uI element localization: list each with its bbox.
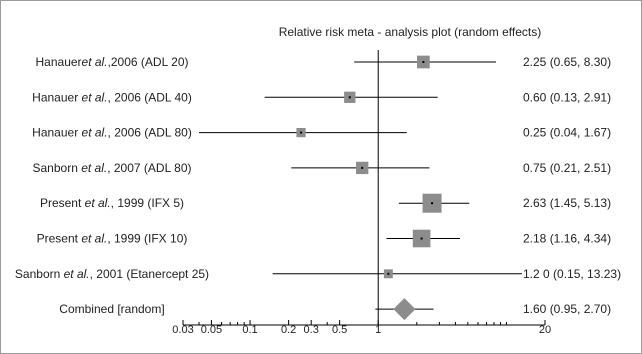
ci-value-label: 0.60 (0.13, 2.91)	[523, 90, 611, 104]
study-label: Present et al., 1999 (IFX 5)	[40, 196, 184, 210]
study-label: Hanauer et al., 2006 (ADL 40)	[32, 90, 192, 104]
combined-label: Combined [random]	[59, 302, 164, 316]
study-label: Hanaueret al.,2006 (ADL 20)	[36, 55, 189, 69]
ci-value-label: 2.63 (1.45, 5.13)	[523, 196, 611, 210]
study-label: Present et al., 1999 (IFX 10)	[37, 232, 188, 246]
x-tick-label: 0.3	[304, 324, 319, 336]
x-tick-label: 0.03	[172, 324, 193, 336]
combined-diamond	[393, 298, 416, 321]
ci-value-label: 1.2 0 (0.15, 13.23)	[523, 267, 621, 281]
effect-point	[361, 166, 364, 169]
effect-point	[420, 237, 423, 240]
x-tick-label: 0.1	[242, 324, 257, 336]
ci-value-label: 0.75 (0.21, 2.51)	[523, 161, 611, 175]
x-tick-label: 20	[539, 324, 551, 336]
study-label: Hanauer et al., 2006 (ADL 80)	[32, 126, 192, 140]
study-label: Sanborn et al., 2007 (ADL 80)	[33, 161, 192, 175]
ci-value-label: 2.25 (0.65, 8.30)	[523, 55, 611, 69]
x-tick-label: 0.2	[281, 324, 296, 336]
effect-point	[431, 202, 434, 205]
effect-point	[422, 61, 425, 63]
study-label: Sanborn et al., 2001 (Etanercept 25)	[15, 267, 209, 281]
x-tick-label: 1	[375, 324, 381, 336]
x-tick-label: 0.5	[332, 324, 347, 336]
x-tick-label: 0.05	[201, 324, 222, 336]
effect-point	[387, 272, 390, 275]
effect-point	[348, 96, 351, 99]
ci-value-label: 2.18 (1.16, 4.34)	[523, 232, 611, 246]
chart-title: Relative risk meta - analysis plot (rand…	[279, 25, 542, 39]
combined-ci-label: 1.60 (0.95, 2.70)	[523, 302, 611, 316]
effect-point	[300, 131, 303, 134]
ci-value-label: 0.25 (0.04, 1.67)	[523, 126, 611, 140]
